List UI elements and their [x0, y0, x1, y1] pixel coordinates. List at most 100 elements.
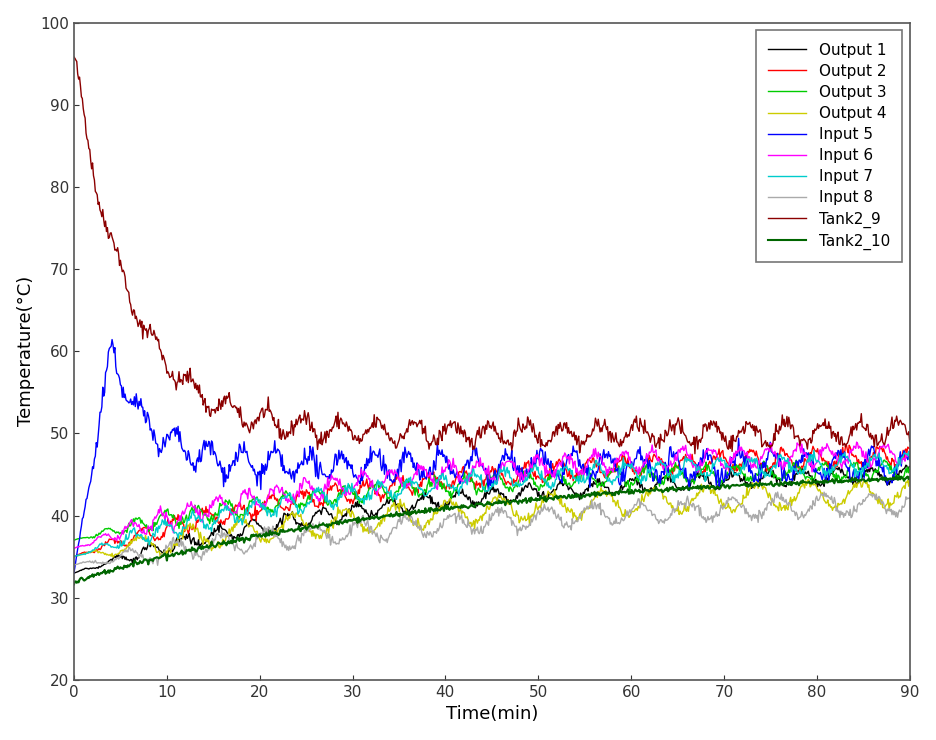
- Input 8: [904, 494, 915, 502]
- Output 4: [286, 508, 298, 517]
- Tank2_9: [791, 431, 802, 440]
- Line: Input 7: Input 7: [74, 450, 910, 556]
- Input 8: [68, 560, 80, 569]
- Output 4: [791, 494, 802, 503]
- Output 1: [159, 548, 170, 556]
- Output 4: [160, 546, 171, 555]
- Tank2_10: [425, 503, 436, 512]
- Input 7: [790, 466, 801, 475]
- Tank2_10: [68, 580, 80, 589]
- Tank2_9: [698, 423, 709, 431]
- Output 4: [154, 554, 166, 562]
- Output 3: [664, 473, 675, 482]
- Input 7: [697, 469, 709, 478]
- Input 8: [286, 542, 298, 551]
- Tank2_10: [159, 549, 170, 558]
- Input 7: [68, 552, 80, 561]
- Tank2_9: [285, 417, 297, 425]
- Tank2_10: [904, 473, 915, 482]
- Input 7: [159, 515, 170, 524]
- Input 8: [152, 561, 163, 570]
- Input 7: [904, 456, 915, 465]
- Line: Output 1: Output 1: [74, 465, 910, 573]
- Tank2_10: [664, 486, 675, 495]
- Output 1: [900, 461, 912, 470]
- Output 1: [904, 462, 915, 471]
- Input 8: [772, 488, 783, 497]
- Input 5: [286, 468, 298, 477]
- Input 8: [426, 532, 437, 541]
- Line: Input 5: Input 5: [74, 340, 910, 573]
- Input 6: [697, 458, 709, 467]
- Line: Tank2_9: Tank2_9: [74, 57, 910, 454]
- Output 2: [68, 552, 80, 561]
- Input 6: [159, 517, 170, 525]
- Line: Output 3: Output 3: [74, 460, 910, 540]
- Output 3: [904, 465, 915, 474]
- Tank2_10: [285, 525, 297, 534]
- Input 8: [792, 510, 803, 519]
- Output 1: [68, 568, 80, 577]
- Input 8: [665, 513, 676, 522]
- Input 5: [665, 443, 676, 451]
- Input 5: [426, 470, 437, 479]
- Legend: Output 1, Output 2, Output 3, Output 4, Input 5, Input 6, Input 7, Input 8, Tank: Output 1, Output 2, Output 3, Output 4, …: [756, 30, 902, 262]
- Output 4: [698, 483, 709, 492]
- Tank2_9: [689, 449, 700, 458]
- Input 7: [285, 495, 297, 504]
- Output 1: [697, 469, 709, 478]
- Output 2: [904, 445, 915, 454]
- Input 6: [425, 476, 436, 485]
- Tank2_9: [159, 357, 170, 366]
- Input 5: [698, 454, 709, 462]
- Input 5: [107, 335, 118, 344]
- Output 1: [285, 510, 297, 519]
- Tank2_10: [902, 472, 914, 481]
- Input 6: [68, 544, 80, 553]
- Output 1: [425, 499, 436, 508]
- Input 7: [425, 486, 436, 495]
- Input 5: [904, 454, 915, 462]
- Input 6: [664, 462, 675, 471]
- Line: Output 4: Output 4: [74, 478, 910, 558]
- Input 6: [790, 445, 801, 454]
- Output 2: [697, 469, 709, 478]
- Output 4: [426, 516, 437, 525]
- Output 2: [425, 470, 436, 479]
- Output 4: [854, 474, 865, 482]
- Input 8: [160, 541, 171, 550]
- Output 4: [68, 552, 80, 561]
- Output 3: [285, 495, 297, 504]
- Output 3: [159, 506, 170, 515]
- Input 7: [664, 471, 675, 480]
- Tank2_9: [904, 437, 915, 446]
- Tank2_9: [425, 441, 436, 450]
- Output 1: [664, 470, 675, 479]
- Line: Tank2_10: Tank2_10: [74, 477, 910, 585]
- Tank2_9: [664, 425, 675, 434]
- Output 3: [697, 465, 709, 474]
- Output 3: [879, 456, 890, 465]
- Output 2: [841, 440, 852, 449]
- Output 3: [790, 465, 801, 474]
- Output 1: [790, 470, 801, 479]
- Output 2: [664, 465, 675, 474]
- Tank2_9: [68, 53, 80, 61]
- Output 3: [68, 536, 80, 545]
- Input 8: [698, 515, 709, 524]
- Input 5: [791, 457, 802, 465]
- Input 5: [160, 435, 171, 444]
- Line: Input 6: Input 6: [74, 442, 910, 548]
- Y-axis label: Temperature(°C): Temperature(°C): [17, 276, 35, 426]
- X-axis label: Time(min): Time(min): [446, 705, 538, 723]
- Input 6: [285, 499, 297, 508]
- Tank2_10: [790, 479, 801, 488]
- Tank2_10: [697, 482, 709, 491]
- Input 5: [68, 568, 80, 577]
- Output 2: [159, 527, 170, 536]
- Output 3: [425, 478, 436, 487]
- Input 6: [904, 446, 915, 455]
- Output 4: [665, 499, 676, 508]
- Output 2: [790, 459, 801, 468]
- Output 4: [904, 476, 915, 485]
